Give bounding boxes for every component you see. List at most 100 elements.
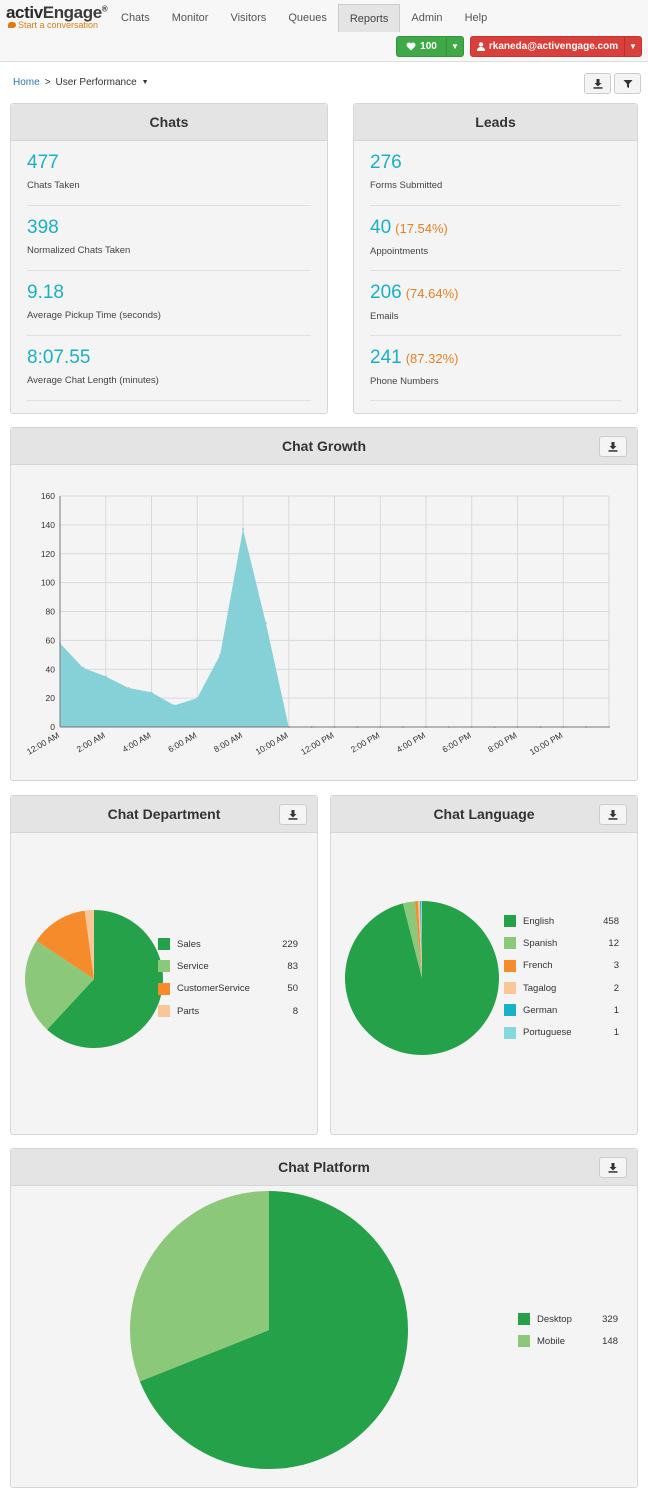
legend-value: 2 [613, 982, 619, 994]
legend-item-spanish[interactable]: Spanish 12 [504, 932, 619, 954]
nav-item-visitors[interactable]: Visitors [230, 12, 267, 24]
legend-item-portuguese[interactable]: Portuguese 1 [504, 1021, 619, 1043]
chevron-down-icon[interactable]: ▼ [629, 42, 637, 51]
credits-button[interactable]: 100 ▼ [396, 36, 464, 57]
x-tick-label: 4:00 AM [120, 730, 152, 754]
x-tick-label: 12:00 PM [299, 730, 336, 757]
x-tick-label: 4:00 PM [395, 730, 427, 754]
chat-department-pie-chart [24, 910, 163, 1048]
legend-label: Sales [177, 938, 201, 950]
chat-bubble-icon [8, 22, 16, 28]
pie-slice-customerservice[interactable] [36, 910, 94, 979]
pie-slice-spanish[interactable] [402, 901, 422, 978]
legend-swatch [158, 960, 170, 973]
leads-panel: Leads 276 Forms Submitted 40 (17.54%) Appoi… [353, 103, 638, 414]
legend-label: Mobile [537, 1335, 565, 1347]
user-menu-button[interactable]: rkaneda@activengage.com ▼ [470, 36, 642, 57]
chat-growth-download-button[interactable] [599, 436, 627, 457]
brand-logo[interactable]: activEngage® Start a conversation [6, 3, 108, 30]
nav-item-help[interactable]: Help [464, 12, 488, 24]
stat-value: 9.18 [27, 282, 64, 303]
chat-department-download-button[interactable] [279, 804, 307, 825]
stat-appointments: 40 (17.54%) Appointments [370, 206, 621, 271]
chat-language-pie-chart [345, 901, 499, 1055]
breadcrumb-separator: > [44, 77, 51, 88]
legend-label: Tagalog [523, 982, 557, 994]
legend-value: 8 [292, 1005, 298, 1017]
chat-department-panel: Chat Department Sales 229 Service 83 Custome… [10, 795, 318, 1135]
pie-slice-french[interactable] [414, 901, 422, 978]
legend-swatch [504, 915, 516, 928]
stat-value: 398 [27, 217, 59, 238]
legend-item-german[interactable]: German 1 [504, 999, 619, 1021]
legend-value: 12 [608, 937, 619, 949]
legend-item-desktop[interactable]: Desktop 329 [518, 1308, 618, 1330]
caret-down-icon[interactable]: ▼ [141, 79, 149, 86]
legend-swatch [504, 959, 516, 972]
stat-value: 40 [370, 217, 392, 238]
chat-platform-download-button[interactable] [599, 1157, 627, 1178]
legend-item-tagalog[interactable]: Tagalog 2 [504, 977, 619, 999]
chats-panel-title: Chats [11, 104, 327, 141]
stat-emails: 206 (74.64%) Emails [370, 271, 621, 336]
pie-slice-portuguese[interactable] [420, 901, 422, 978]
legend-swatch [158, 982, 170, 995]
pie-slice-sales[interactable] [47, 910, 163, 1048]
legend-label: Portuguese [523, 1027, 572, 1039]
legend-value: 50 [287, 983, 298, 995]
x-tick-label: 8:00 PM [486, 730, 518, 754]
y-tick-label: 100 [41, 578, 55, 588]
legend-value: 83 [287, 960, 298, 972]
pie-slice-mobile[interactable] [129, 1191, 269, 1382]
legend-swatch [518, 1335, 530, 1348]
chat-platform-panel: Chat Platform Desktop 329 Mobile 148 [10, 1148, 638, 1488]
legend-item-french[interactable]: French 3 [504, 955, 619, 977]
legend-swatch [504, 1004, 516, 1017]
data-point [81, 666, 84, 669]
data-point [196, 697, 199, 700]
chat-department-title: Chat Department [107, 806, 221, 822]
legend-value: 1 [613, 1004, 619, 1016]
chat-growth-area [60, 529, 587, 727]
pie-slice-tagalog[interactable] [417, 901, 422, 978]
pie-slice-german[interactable] [419, 901, 422, 978]
download-icon [593, 78, 602, 89]
legend-item-customerservice[interactable]: CustomerService 50 [158, 978, 298, 1000]
legend-value: 3 [613, 960, 619, 972]
pie-slice-desktop[interactable] [139, 1191, 408, 1469]
chevron-down-icon[interactable]: ▼ [451, 42, 459, 51]
breadcrumb-home-link[interactable]: Home [13, 77, 40, 88]
stat-chat-length: 8:07.55 Average Chat Length (minutes) [27, 336, 311, 401]
x-tick-label: 12:00 AM [25, 730, 61, 757]
top-navbar: activEngage® Start a conversation Chats … [0, 0, 648, 62]
legend-swatch [504, 982, 516, 995]
legend-value: 229 [282, 938, 298, 950]
stat-pickup-time: 9.18 Average Pickup Time (seconds) [27, 271, 311, 336]
stat-label: Forms Submitted [370, 180, 443, 191]
nav-item-admin[interactable]: Admin [411, 12, 443, 24]
stat-value: 241 [370, 347, 402, 368]
user-email: rkaneda@activengage.com [488, 41, 619, 52]
legend-item-service[interactable]: Service 83 [158, 955, 298, 977]
download-report-button[interactable] [584, 73, 611, 94]
nav-item-reports[interactable]: Reports [337, 4, 401, 32]
legend-item-sales[interactable]: Sales 229 [158, 933, 298, 955]
data-point [150, 691, 153, 694]
filter-button[interactable] [614, 73, 641, 94]
leads-panel-title: Leads [354, 104, 637, 141]
legend-label: Parts [177, 1005, 200, 1017]
legend-value: 148 [602, 1335, 618, 1347]
legend-item-parts[interactable]: Parts 8 [158, 1000, 298, 1022]
chat-language-download-button[interactable] [599, 804, 627, 825]
chat-platform-title: Chat Platform [278, 1159, 370, 1175]
x-tick-label: 10:00 PM [528, 730, 565, 757]
legend-item-mobile[interactable]: Mobile 148 [518, 1330, 618, 1352]
nav-item-monitor[interactable]: Monitor [171, 12, 209, 24]
data-point [264, 622, 267, 625]
legend-item-english[interactable]: English 458 [504, 910, 619, 932]
breadcrumb-current[interactable]: User Performance [55, 77, 137, 88]
pie-slice-service[interactable] [24, 940, 94, 1030]
nav-item-queues[interactable]: Queues [288, 12, 327, 24]
nav-item-chats[interactable]: Chats [121, 12, 150, 24]
pie-slice-parts[interactable] [84, 910, 94, 979]
